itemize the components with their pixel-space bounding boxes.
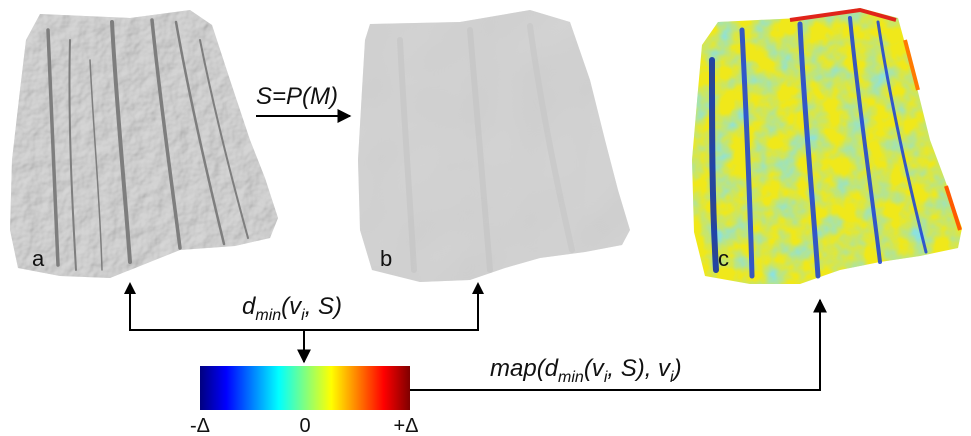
map-connector: map(dmin(vi, S), vi) — [410, 298, 827, 391]
dmin-label: dmin(vi, S) — [242, 293, 342, 324]
projection-label: S=P(M) — [256, 83, 338, 110]
mesh-b-soft-ridges — [397, 23, 575, 273]
panel-b-smoothed-mesh: b — [358, 10, 630, 282]
colorbar-mid-label: 0 — [299, 415, 310, 436]
panel-b-letter: b — [380, 246, 392, 271]
map-label: map(dmin(vi, S), vi) — [490, 355, 682, 386]
colorbar-min-label: -Δ — [190, 415, 210, 436]
colorbar-gradient — [200, 366, 410, 410]
mesh-a-grooves — [46, 18, 249, 271]
projection-arrow: S=P(M) — [256, 83, 352, 123]
panel-c-deviation-map: c — [692, 7, 962, 284]
colorbar: -Δ 0 +Δ — [190, 366, 419, 436]
mesh-c-groove-bands — [709, 16, 928, 279]
panel-a-letter: a — [32, 246, 45, 271]
panel-a-original-mesh: a — [10, 10, 278, 278]
panel-c-letter: c — [718, 246, 729, 271]
dmin-connector: dmin(vi, S) — [124, 282, 484, 364]
colorbar-max-label: +Δ — [393, 415, 418, 436]
mesh-c-red-rims — [789, 7, 962, 231]
